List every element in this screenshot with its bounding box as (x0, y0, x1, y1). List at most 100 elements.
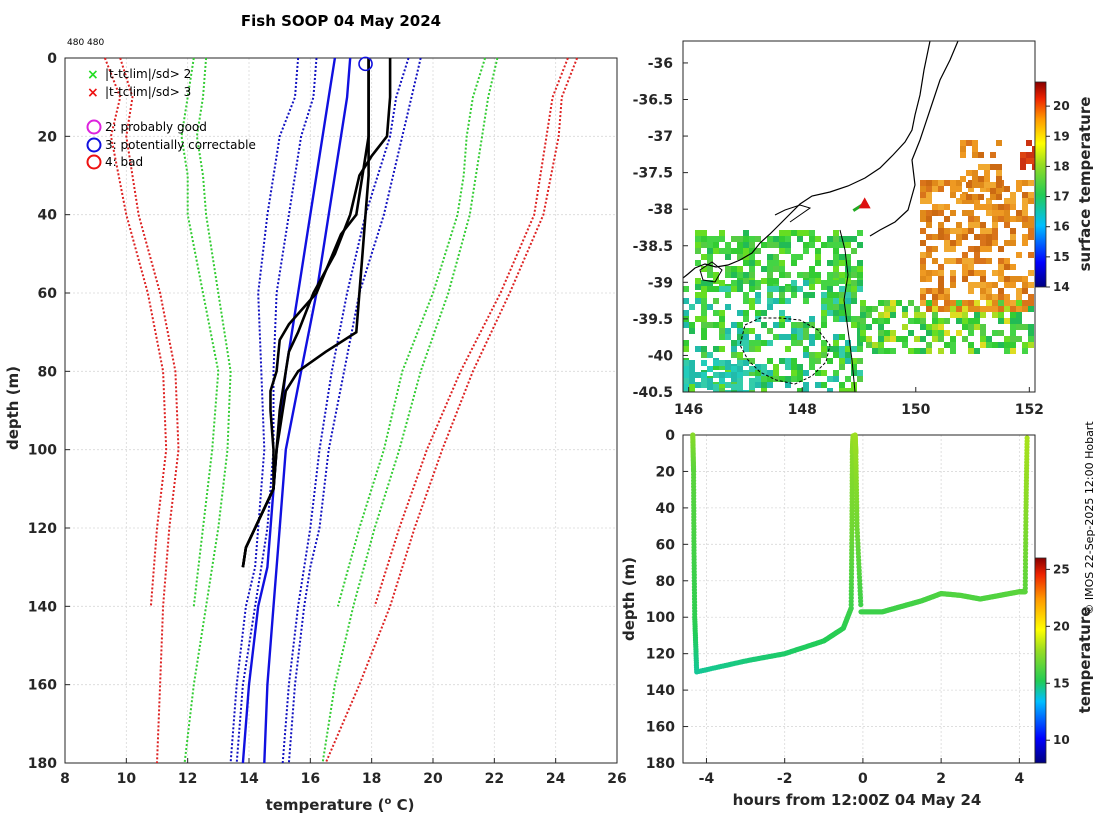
sst-pixel (980, 204, 986, 210)
sst-pixel (920, 324, 926, 330)
sst-pixel (785, 242, 791, 248)
sst-pixel (797, 364, 803, 370)
sst-pixel (713, 298, 719, 304)
sst-pixel (860, 312, 866, 318)
sst-pixel (1004, 282, 1010, 288)
sst-pixel (968, 186, 974, 192)
sst-pixel (1022, 348, 1028, 354)
sst-pixel (827, 286, 833, 292)
sst-pixel (1010, 234, 1016, 240)
sst-pixel (695, 236, 701, 242)
sst-pixel (851, 266, 857, 272)
sst-pixel (839, 352, 845, 358)
sst-pixel (1004, 216, 1010, 222)
sst-pixel (767, 236, 773, 242)
series-sd3_hi (373, 57, 569, 607)
sst-pixel (695, 242, 701, 248)
series-xbt_profile_c (241, 58, 370, 568)
map-x-tick-label: 152 (1015, 402, 1044, 418)
sst-pixel (932, 336, 938, 342)
sst-pixel (972, 182, 978, 188)
sst-pixel (986, 258, 992, 264)
sst-pixel (878, 312, 884, 318)
sst-pixel (878, 300, 884, 306)
sst-pixel (761, 388, 767, 392)
sst-pixel (767, 292, 773, 298)
sst-pixel (683, 378, 689, 384)
sst-pixel (785, 364, 791, 370)
sst-pixel (725, 292, 731, 298)
sst-pixel (857, 272, 863, 278)
y-tick-label: 20 (38, 129, 58, 145)
sst-pixel (920, 240, 926, 246)
sst-pixel (695, 346, 701, 352)
x-tick-label: 16 (301, 771, 320, 787)
sst-pixel (860, 306, 866, 312)
sst-pixel (974, 222, 980, 228)
sst-pixel (713, 272, 719, 278)
sst-pixel (986, 336, 992, 342)
sst-pixel (845, 236, 851, 242)
sst-pixel (701, 310, 707, 316)
sst-pixel (920, 348, 926, 354)
sst-pixel (737, 248, 743, 254)
sst-pixel (797, 254, 803, 260)
sst-pixel (839, 388, 845, 392)
sst-pixel (761, 322, 767, 328)
dt-y-tick-label: 80 (656, 574, 676, 590)
sst-pixel (797, 388, 803, 392)
sst-pixel (719, 248, 725, 254)
sst-pixel (968, 342, 974, 348)
sst-pixel (968, 216, 974, 222)
sst-pixel (944, 342, 950, 348)
series-clim_mean_a (241, 57, 337, 764)
map-y-tick-label: -37 (648, 129, 673, 145)
sst-pixel (689, 360, 695, 366)
sst-pixel (966, 170, 972, 176)
sst-pixel (896, 300, 902, 306)
sst-pixel (980, 186, 986, 192)
sst-pixel (902, 336, 908, 342)
sst-pixel (926, 252, 932, 258)
sst-pixel (1026, 140, 1032, 146)
sst-pixel (839, 286, 845, 292)
sst-pixel (968, 264, 974, 270)
sst-pixel (1004, 276, 1010, 282)
sst-pixel (815, 358, 821, 364)
sst-pixel (920, 180, 926, 186)
sst-pixel (827, 278, 833, 284)
sst-pixel (857, 260, 863, 266)
sst-pixel (914, 318, 920, 324)
sst-pixel (1010, 336, 1016, 342)
sst-pixel (773, 266, 779, 272)
profile-y-axis-label: depth (m) (4, 366, 22, 450)
sst-pixel (827, 358, 833, 364)
sst-pixel (992, 270, 998, 276)
sst-pixel (821, 242, 827, 248)
sst-pixel (902, 324, 908, 330)
sst-pixel (731, 236, 737, 242)
sst-pixel (713, 236, 719, 242)
flag-marker (358, 56, 373, 72)
sst-pixel (785, 358, 791, 364)
sst-pixel (962, 306, 968, 312)
red-x-marker-icon: × (87, 85, 99, 101)
sst-pixel (860, 318, 866, 324)
sst-pixel (998, 204, 1004, 210)
sst-pixel (833, 248, 839, 254)
sst-pixel (962, 210, 968, 216)
sst-pixel (719, 346, 725, 352)
legend-entry-flag2: 2: probably good (86, 119, 207, 135)
sst-pixel (791, 340, 797, 346)
sst-pixel (884, 348, 890, 354)
sst-pixel (719, 230, 725, 236)
dt-y-tick-label: 40 (656, 501, 676, 517)
sst-pixel (866, 342, 872, 348)
sst-pixel (725, 382, 731, 388)
sst-pixel (968, 228, 974, 234)
sst-pixel (683, 346, 689, 352)
sst-pixel (984, 176, 990, 182)
sst-pixel (938, 330, 944, 336)
sst-pixel (803, 248, 809, 254)
dt-x-tick-label: 0 (858, 771, 868, 787)
